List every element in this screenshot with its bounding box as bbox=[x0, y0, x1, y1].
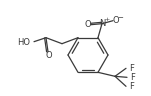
Text: F: F bbox=[129, 82, 134, 91]
Text: +: + bbox=[104, 17, 110, 22]
Text: −: − bbox=[117, 15, 123, 21]
Text: N: N bbox=[99, 19, 105, 28]
Text: O: O bbox=[84, 20, 91, 29]
Text: F: F bbox=[129, 64, 134, 73]
Text: O: O bbox=[113, 16, 119, 25]
Text: O: O bbox=[46, 51, 52, 60]
Text: F: F bbox=[130, 73, 135, 82]
Text: HO: HO bbox=[17, 38, 30, 47]
